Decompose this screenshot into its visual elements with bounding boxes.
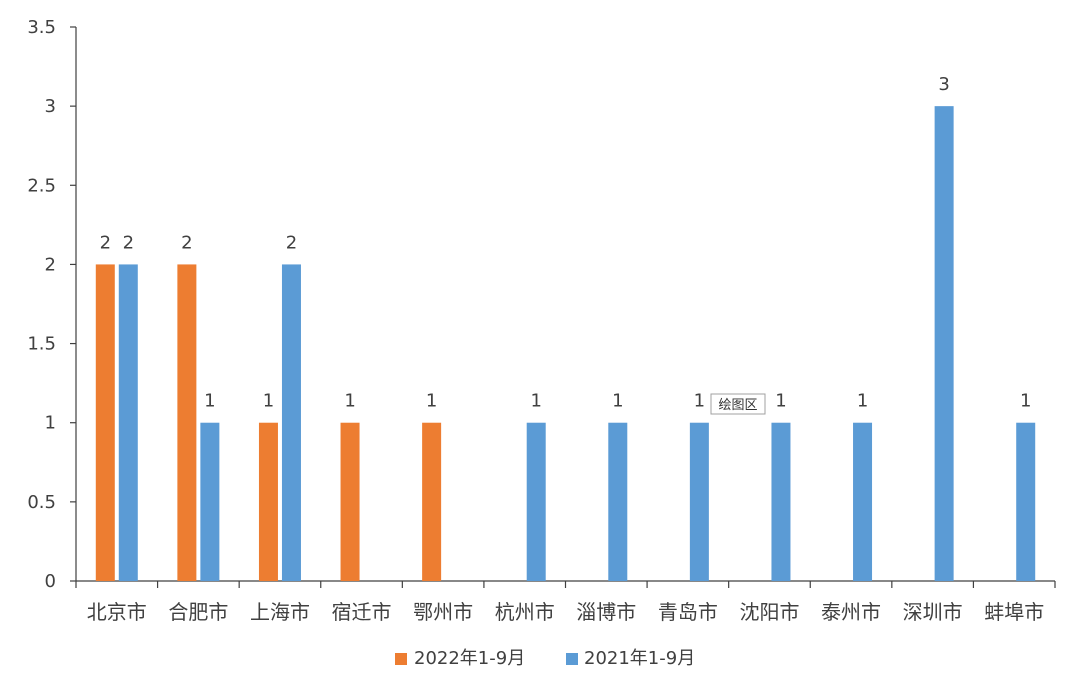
- bar: [422, 422, 442, 581]
- bar: [853, 422, 873, 581]
- x-tick-label: 淄博市: [576, 600, 636, 624]
- x-tick-label: 沈阳市: [739, 600, 799, 624]
- data-label: 2: [123, 232, 134, 253]
- legend-swatch: [395, 653, 407, 665]
- bar: [118, 264, 138, 581]
- x-tick-label: 上海市: [250, 600, 310, 624]
- y-tick-label: 2.5: [27, 175, 56, 196]
- x-axis: 北京市 合肥市 上海市 宿迁市 鄂州市 杭州市 淄博市 青岛市 沈阳市 泰州市 深圳市 蚌埠市: [75, 580, 1056, 624]
- data-label: 2: [286, 232, 297, 253]
- x-tick-label: 泰州市: [821, 600, 881, 624]
- legend-label: 2022年1-9月: [414, 648, 525, 669]
- data-label: 3: [938, 74, 949, 95]
- legend: 2022年1-9月 2021年1-9月: [395, 648, 695, 669]
- data-labels: 2 2 21 121 1 1 1 1 1 131: [100, 74, 1032, 412]
- bar: [95, 264, 115, 581]
- bar: [689, 422, 709, 581]
- plot-area-tooltip: 绘图区: [710, 393, 766, 415]
- bars: [95, 106, 1036, 582]
- y-tick-label: 1: [45, 413, 56, 434]
- x-tick-label: 蚌埠市: [984, 600, 1044, 624]
- data-label: 1: [344, 391, 355, 412]
- data-label: 1: [426, 391, 437, 412]
- x-tick-label: 青岛市: [658, 600, 718, 624]
- data-label: 2: [181, 232, 192, 253]
- y-tick-label: 3.5: [27, 17, 56, 38]
- tooltip-text: 绘图区: [718, 398, 757, 413]
- y-tick-label: 0: [45, 571, 56, 592]
- x-tick-label: 合肥市: [168, 600, 228, 624]
- bar: [934, 106, 954, 582]
- bar: [1016, 422, 1036, 581]
- y-tick-label: 3: [45, 96, 56, 117]
- data-label: 1: [263, 391, 274, 412]
- y-axis: 0 0.5 1 1.5 2 2.5 3 3.5: [27, 17, 77, 592]
- x-tick-label: 杭州市: [495, 600, 555, 624]
- bar: [177, 264, 197, 581]
- bar: [200, 422, 220, 581]
- bar: [608, 422, 628, 581]
- x-tick-label: 北京市: [87, 600, 147, 624]
- bar: [526, 422, 546, 581]
- x-tick-label: 鄂州市: [413, 600, 473, 624]
- bar: [258, 422, 278, 581]
- bar: [771, 422, 791, 581]
- y-tick-label: 2: [45, 254, 56, 275]
- tooltip-box: [710, 393, 766, 415]
- y-tick-label: 0.5: [27, 492, 56, 513]
- legend-label: 2021年1-9月: [584, 648, 695, 669]
- x-tick-label: 深圳市: [903, 600, 963, 624]
- data-label: 1: [530, 391, 541, 412]
- bar: [340, 422, 360, 581]
- data-label: 1: [857, 391, 868, 412]
- x-tick-label: 宿迁市: [332, 600, 392, 624]
- data-label: 2: [100, 232, 111, 253]
- data-label: 1: [694, 391, 705, 412]
- data-label: 1: [204, 391, 215, 412]
- data-label: 1: [612, 391, 623, 412]
- data-label: 1: [775, 391, 786, 412]
- data-label: 1: [1020, 391, 1031, 412]
- legend-swatch: [566, 653, 578, 665]
- bar: [281, 264, 301, 581]
- y-tick-label: 1.5: [27, 334, 56, 355]
